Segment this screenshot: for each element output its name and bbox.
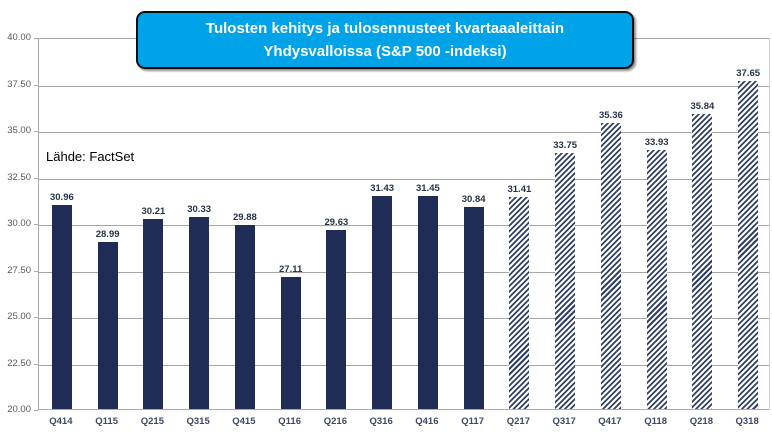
gridline xyxy=(39,318,769,319)
bar-Q115 xyxy=(97,241,118,409)
gridline xyxy=(39,271,769,273)
x-axis-category-label: Q115 xyxy=(95,416,118,427)
bar-Q317 xyxy=(555,153,576,409)
bar-value-label: 30.96 xyxy=(49,192,74,204)
x-axis-category-label: Q217 xyxy=(506,416,530,427)
y-axis-tick-mark xyxy=(34,131,38,132)
bar-value-label: 30.84 xyxy=(461,194,486,206)
bar-value-label: 27.11 xyxy=(279,263,303,275)
x-axis-category-label: Q317 xyxy=(552,416,576,427)
x-axis-category-label: Q218 xyxy=(689,416,713,427)
x-axis-category-label: Q316 xyxy=(369,416,393,427)
x-axis-category-label: Q417 xyxy=(598,416,622,427)
bar-value-label: 31.45 xyxy=(415,183,440,195)
bar-Q215 xyxy=(143,219,164,409)
bar-Q415 xyxy=(234,225,255,409)
chart-title-line-2: Yhdysvalloissa (S&P 500 -indeksi) xyxy=(263,43,507,60)
bar-Q216 xyxy=(326,229,347,409)
x-axis-category-label: Q315 xyxy=(186,416,210,427)
y-axis-tick-label: 22.50 xyxy=(7,357,31,369)
bar-value-label: 30.33 xyxy=(187,203,212,215)
x-axis-category-label: Q415 xyxy=(232,416,256,427)
y-axis-tick-label: 35.00 xyxy=(7,125,31,136)
gridline xyxy=(39,225,769,226)
bar-value-label: 33.93 xyxy=(644,136,669,148)
y-axis-tick-label: 27.50 xyxy=(7,264,31,276)
y-axis-tick-mark xyxy=(34,363,38,365)
x-axis-category-label: Q117 xyxy=(461,416,484,427)
gridline xyxy=(39,132,769,133)
bar-Q316 xyxy=(372,196,393,409)
source-label: Lähde: FactSet xyxy=(46,149,135,164)
bar-Q315 xyxy=(189,216,210,409)
bar-Q416 xyxy=(417,196,438,409)
y-axis-tick-mark xyxy=(34,317,38,318)
x-axis-category-label: Q118 xyxy=(644,416,667,427)
bar-value-label: 31.41 xyxy=(507,183,532,195)
bar-Q217 xyxy=(509,196,530,409)
bar-value-label: 35.36 xyxy=(598,110,623,122)
chart-title-line-1: Tulosten kehitys ja tulosennusteet kvart… xyxy=(205,20,565,37)
y-axis-tick-mark xyxy=(34,270,38,272)
y-axis-tick-label: 40.00 xyxy=(7,32,31,43)
x-axis-category-label: Q215 xyxy=(140,416,164,427)
y-axis-tick-mark xyxy=(34,84,38,86)
bar-Q417 xyxy=(600,123,621,409)
bar-value-label: 30.21 xyxy=(141,206,166,218)
y-axis-tick-label: 32.50 xyxy=(7,171,31,183)
bar-Q414 xyxy=(51,205,72,409)
plot-area: 30.96 28.99 30.21 30.33 29.88 27.11 29.63 31.43… xyxy=(38,38,770,410)
x-axis-category-label: Q414 xyxy=(49,416,73,427)
y-axis-tick-mark xyxy=(34,38,38,39)
y-axis-tick-mark xyxy=(34,177,38,179)
bar-value-label: 37.65 xyxy=(736,67,761,79)
bar-value-label: 35.84 xyxy=(690,101,715,113)
x-axis-category-label: Q318 xyxy=(735,416,759,427)
bar-value-label: 33.75 xyxy=(553,140,578,152)
bar-Q318 xyxy=(738,80,759,409)
bar-Q218 xyxy=(692,114,713,409)
x-axis-category-label: Q216 xyxy=(323,416,347,427)
chart-title-box: Tulosten kehitys ja tulosennusteet kvart… xyxy=(136,11,634,69)
y-axis-tick-label: 37.50 xyxy=(7,78,31,90)
bar-value-label: 28.99 xyxy=(95,228,120,240)
gridline xyxy=(39,364,769,366)
y-axis-tick-label: 25.00 xyxy=(7,311,31,322)
x-axis-category-label: Q416 xyxy=(415,416,439,427)
bar-value-label: 31.43 xyxy=(370,183,395,195)
y-axis-tick-mark xyxy=(34,410,38,411)
y-axis-tick-label: 20.00 xyxy=(7,404,31,415)
bar-value-label: 29.88 xyxy=(232,212,257,224)
x-axis-category-label: Q116 xyxy=(278,416,301,427)
gridline xyxy=(39,178,769,180)
bar-Q116 xyxy=(280,276,301,409)
y-axis-tick-mark xyxy=(34,224,38,225)
bar-Q117 xyxy=(463,207,484,409)
bar-Q118 xyxy=(646,149,667,409)
bar-value-label: 29.63 xyxy=(324,216,349,228)
y-axis-tick-label: 30.00 xyxy=(7,218,31,229)
gridline xyxy=(39,85,769,87)
